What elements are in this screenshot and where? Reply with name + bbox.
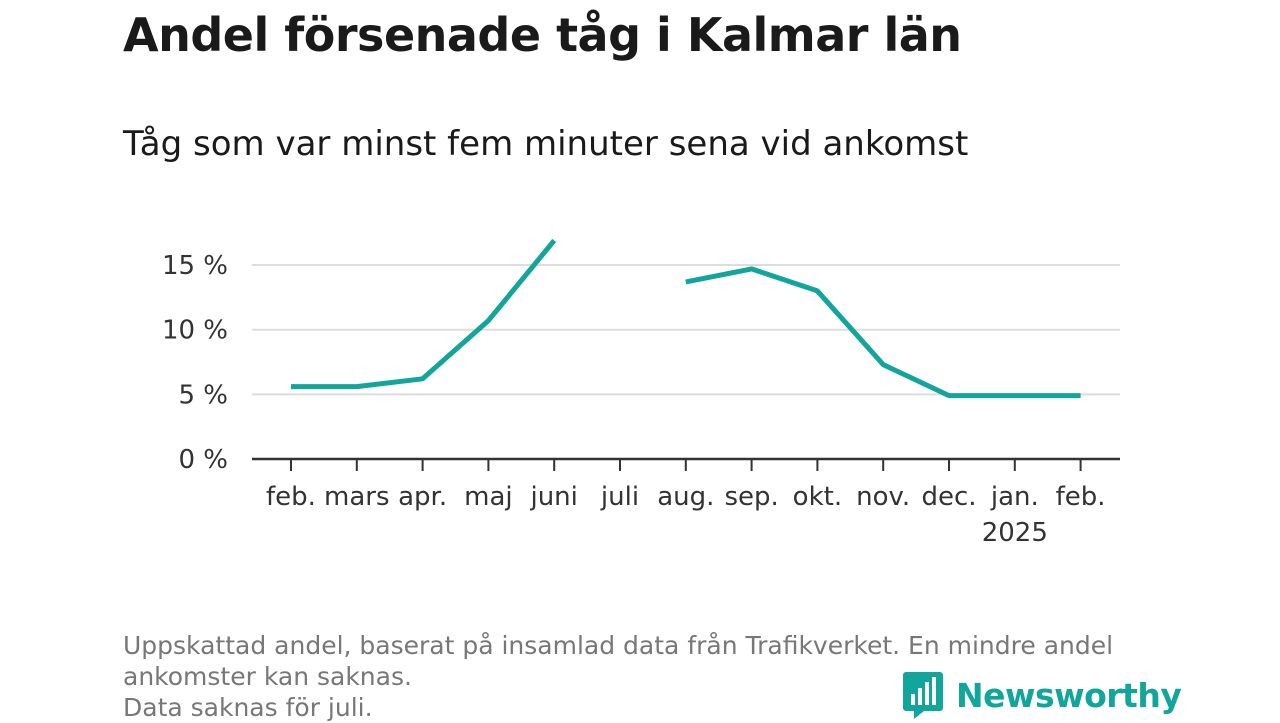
y-tick-label: 0 % <box>178 445 228 475</box>
x-axis-labels: feb. mars apr. maj juni juli aug. sep. okt. nov. d… <box>266 482 1106 548</box>
x-tick-sublabel: 2025 <box>982 518 1048 548</box>
x-tick-label: aug. <box>657 482 714 512</box>
x-tick-label: sep. <box>724 482 778 512</box>
footnote-line: Data saknas för juli. <box>123 693 373 722</box>
x-axis <box>252 457 1120 471</box>
series-line <box>685 266 1081 399</box>
x-tick-label: okt. <box>793 482 842 512</box>
grid-lines <box>252 264 1120 396</box>
x-tick-label: apr. <box>398 482 447 512</box>
x-tick-label: feb. <box>266 482 316 512</box>
x-tick-label: maj <box>464 482 512 512</box>
x-tick-label: dec. <box>921 482 976 512</box>
brand-name: Newsworthy <box>956 675 1182 715</box>
x-tick-label: nov. <box>856 482 910 512</box>
x-tick-label: juni <box>529 482 577 512</box>
series-line <box>291 238 557 390</box>
y-tick-label: 5 % <box>178 380 228 410</box>
footnote-line: Uppskattad andel, baserat på insamlad da… <box>123 631 1114 660</box>
line-chart: 0 % 5 % 10 % 15 % feb. mars apr. maj juni juli au… <box>162 238 1120 548</box>
series-layer <box>291 238 1081 399</box>
footnote: Uppskattad andel, baserat på insamlad da… <box>123 630 1163 723</box>
y-tick-label: 10 % <box>162 316 228 346</box>
footnote-line: ankomster kan saknas. <box>123 662 412 691</box>
x-tick-label: feb. <box>1056 482 1106 512</box>
brand-logo: Newsworthy <box>902 670 1182 720</box>
chart-subtitle: Tåg som var minst fem minuter sena vid a… <box>123 124 969 164</box>
chart-title: Andel försenade tåg i Kalmar län <box>123 8 962 62</box>
y-tick-label: 15 % <box>162 251 228 281</box>
y-axis-labels: 0 % 5 % 10 % 15 % <box>162 251 228 475</box>
bar-chart-bubble-icon <box>903 672 943 719</box>
x-tick-label: mars <box>324 482 390 512</box>
x-tick-label: juli <box>600 482 639 512</box>
x-tick-label: jan. <box>990 482 1039 512</box>
